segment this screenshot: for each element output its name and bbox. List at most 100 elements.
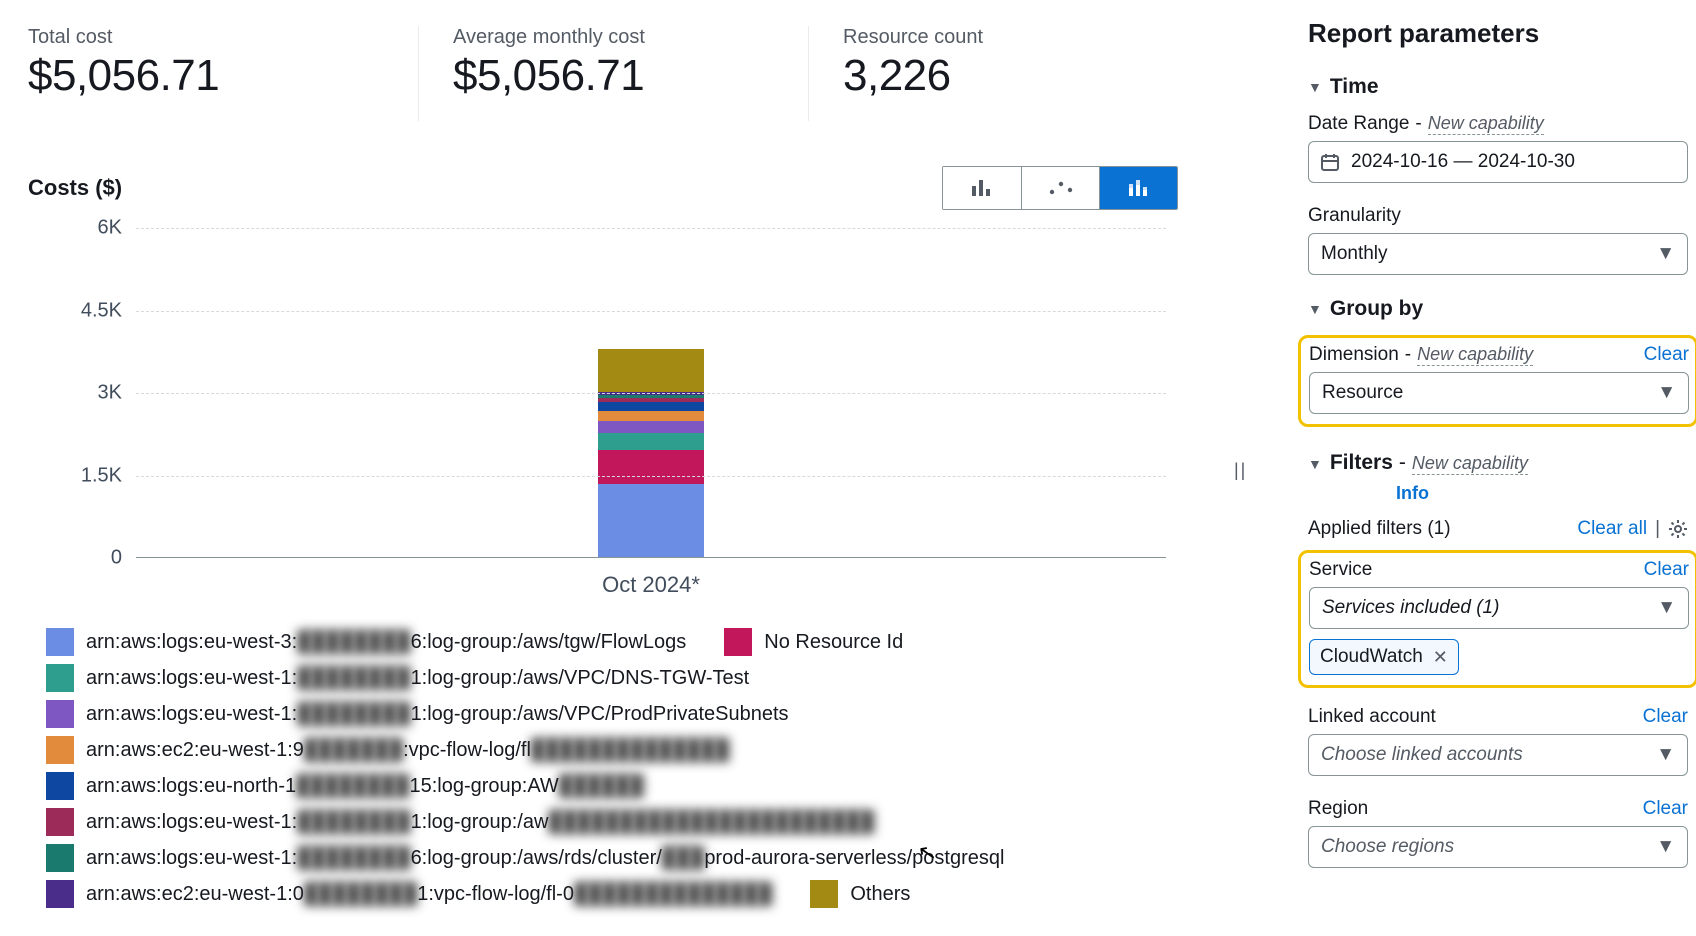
chart-header: Costs ($) bbox=[28, 166, 1178, 210]
legend-text: 6:log-group:/aws/rds/cluster/ bbox=[411, 847, 662, 869]
legend-text: arn:aws:logs:eu-west-1: bbox=[86, 847, 297, 869]
legend-item: arn:aws:ec2:eu-west-1:0████████1:vpc-flo… bbox=[46, 880, 772, 908]
info-link[interactable]: Info bbox=[1396, 483, 1429, 503]
clear-all-link[interactable]: Clear all bbox=[1577, 518, 1647, 540]
clear-linked-link[interactable]: Clear bbox=[1643, 706, 1688, 728]
legend-row: arn:aws:logs:eu-west-1:████████1:log-gro… bbox=[46, 700, 1178, 728]
redacted-text: ████████ bbox=[297, 667, 410, 689]
calendar-icon bbox=[1321, 153, 1339, 171]
legend-label: arn:aws:logs:eu-west-1:████████1:log-gro… bbox=[86, 703, 789, 726]
redacted-text: ██████████████ bbox=[531, 739, 729, 761]
chart-type-toggle bbox=[942, 166, 1178, 210]
legend-text: 1:log-group:/aw bbox=[411, 811, 549, 833]
chart-type-stacked-button[interactable] bbox=[1099, 167, 1177, 209]
section-label: Time bbox=[1330, 75, 1379, 99]
service-filter-highlight: Service Clear Services included (1) ▼ Cl… bbox=[1298, 550, 1696, 688]
new-capability-badge: New capability bbox=[1428, 113, 1544, 135]
gear-icon[interactable] bbox=[1668, 519, 1688, 539]
legend-item: Others bbox=[810, 880, 910, 908]
legend-label: arn:aws:logs:eu-west-1:████████6:log-gro… bbox=[86, 847, 1004, 870]
section-filters[interactable]: ▼ Filters - New capability bbox=[1308, 451, 1696, 475]
caret-down-icon: ▼ bbox=[1657, 382, 1676, 404]
legend-text: 1:vpc-flow-log/fl-0 bbox=[417, 883, 574, 905]
legend-text: arn:aws:ec2:eu-west-1:9 bbox=[86, 739, 304, 761]
stat-value: 3,226 bbox=[843, 51, 1170, 101]
panel-collapse-handle[interactable]: || bbox=[1234, 460, 1247, 481]
stat-label: Resource count bbox=[843, 26, 1170, 49]
stat-avg-cost: Average monthly cost $5,056.71 bbox=[418, 26, 808, 121]
plot-area bbox=[136, 228, 1166, 558]
legend-text: arn:aws:logs:eu-west-1: bbox=[86, 703, 297, 725]
date-range-label-row: Date Range - New capability bbox=[1308, 113, 1696, 135]
legend-text: 1:log-group:/aws/VPC/DNS-TGW-Test bbox=[411, 667, 750, 689]
y-axis: 01.5K3K4.5K6K bbox=[40, 228, 130, 558]
legend-item: arn:aws:ec2:eu-west-1:9███████:vpc-flow-… bbox=[46, 736, 729, 764]
legend-label: Others bbox=[850, 883, 910, 906]
granularity-select[interactable]: Monthly ▼ bbox=[1308, 233, 1688, 275]
date-range-picker[interactable]: 2024-10-16 — 2024-10-30 bbox=[1308, 141, 1688, 183]
legend-text: Others bbox=[850, 883, 910, 905]
clear-dimension-link[interactable]: Clear bbox=[1644, 344, 1689, 366]
chart-type-line-button[interactable] bbox=[1021, 167, 1099, 209]
legend-swatch bbox=[46, 700, 74, 728]
dimension-value: Resource bbox=[1322, 382, 1403, 404]
dimension-select[interactable]: Resource ▼ bbox=[1309, 372, 1689, 414]
redacted-text: ████████ bbox=[296, 775, 409, 797]
legend-swatch bbox=[46, 844, 74, 872]
stat-resource-count: Resource count 3,226 bbox=[808, 26, 1198, 121]
bar-chart-icon bbox=[971, 178, 993, 198]
section-label: Filters bbox=[1330, 451, 1393, 475]
legend-swatch bbox=[46, 628, 74, 656]
chart-canvas: 01.5K3K4.5K6K Oct 2024* bbox=[40, 228, 1166, 598]
x-axis-label: Oct 2024* bbox=[136, 564, 1166, 598]
section-time[interactable]: ▼ Time bbox=[1308, 75, 1696, 99]
section-group-by[interactable]: ▼ Group by bbox=[1308, 297, 1696, 321]
redacted-text: ██████ bbox=[559, 775, 644, 797]
gridline bbox=[136, 393, 1166, 394]
legend-item: arn:aws:logs:eu-west-1:████████1:log-gro… bbox=[46, 700, 789, 728]
legend-row: arn:aws:logs:eu-west-3:████████6:log-gro… bbox=[46, 628, 1178, 656]
region-select[interactable]: Choose regions ▼ bbox=[1308, 826, 1688, 868]
chip-label: CloudWatch bbox=[1320, 646, 1423, 668]
clear-region-link[interactable]: Clear bbox=[1643, 798, 1688, 820]
linked-account-select[interactable]: Choose linked accounts ▼ bbox=[1308, 734, 1688, 776]
dimension-label: Dimension bbox=[1309, 344, 1399, 366]
service-label: Service bbox=[1309, 559, 1372, 581]
close-icon[interactable]: ✕ bbox=[1433, 647, 1448, 668]
legend-item: arn:aws:logs:eu-west-1:████████6:log-gro… bbox=[46, 844, 1004, 872]
chart-legend: arn:aws:logs:eu-west-3:████████6:log-gro… bbox=[28, 628, 1178, 908]
bar-segment bbox=[598, 421, 704, 434]
redacted-text: ████████ bbox=[297, 811, 410, 833]
service-select[interactable]: Services included (1) ▼ bbox=[1309, 587, 1689, 629]
caret-down-icon: ▼ bbox=[1656, 744, 1675, 766]
region-label: Region bbox=[1308, 798, 1368, 820]
legend-text: 15:log-group:AW bbox=[409, 775, 558, 797]
date-range-label: Date Range bbox=[1308, 113, 1409, 135]
bar-segment bbox=[598, 402, 704, 411]
service-value: Services included (1) bbox=[1322, 597, 1499, 619]
legend-swatch bbox=[724, 628, 752, 656]
bar-segment bbox=[598, 411, 704, 420]
legend-label: arn:aws:logs:eu-west-1:████████1:log-gro… bbox=[86, 667, 749, 690]
caret-down-icon: ▼ bbox=[1657, 597, 1676, 619]
bar-segment bbox=[598, 433, 704, 450]
legend-swatch bbox=[46, 880, 74, 908]
redacted-text: ████████ bbox=[297, 847, 410, 869]
legend-row: arn:aws:ec2:eu-west-1:9███████:vpc-flow-… bbox=[46, 736, 1178, 764]
clear-service-link[interactable]: Clear bbox=[1644, 559, 1689, 581]
legend-text: 6:log-group:/aws/tgw/FlowLogs bbox=[411, 631, 687, 653]
redacted-text: ███ bbox=[662, 847, 705, 869]
applied-filters-label: Applied filters (1) bbox=[1308, 518, 1451, 540]
stat-label: Total cost bbox=[28, 26, 390, 49]
applied-filters-row: Applied filters (1) Clear all | bbox=[1308, 518, 1688, 540]
gridline bbox=[136, 311, 1166, 312]
gridline bbox=[136, 476, 1166, 477]
legend-swatch bbox=[46, 808, 74, 836]
stat-total-cost: Total cost $5,056.71 bbox=[28, 26, 418, 121]
legend-label: arn:aws:logs:eu-west-3:████████6:log-gro… bbox=[86, 631, 686, 654]
redacted-text: ███████████████████████ bbox=[548, 811, 874, 833]
granularity-value: Monthly bbox=[1321, 243, 1388, 265]
redacted-text: ████████ bbox=[304, 883, 417, 905]
chart-type-bar-button[interactable] bbox=[943, 167, 1021, 209]
caret-down-icon: ▼ bbox=[1308, 301, 1322, 317]
